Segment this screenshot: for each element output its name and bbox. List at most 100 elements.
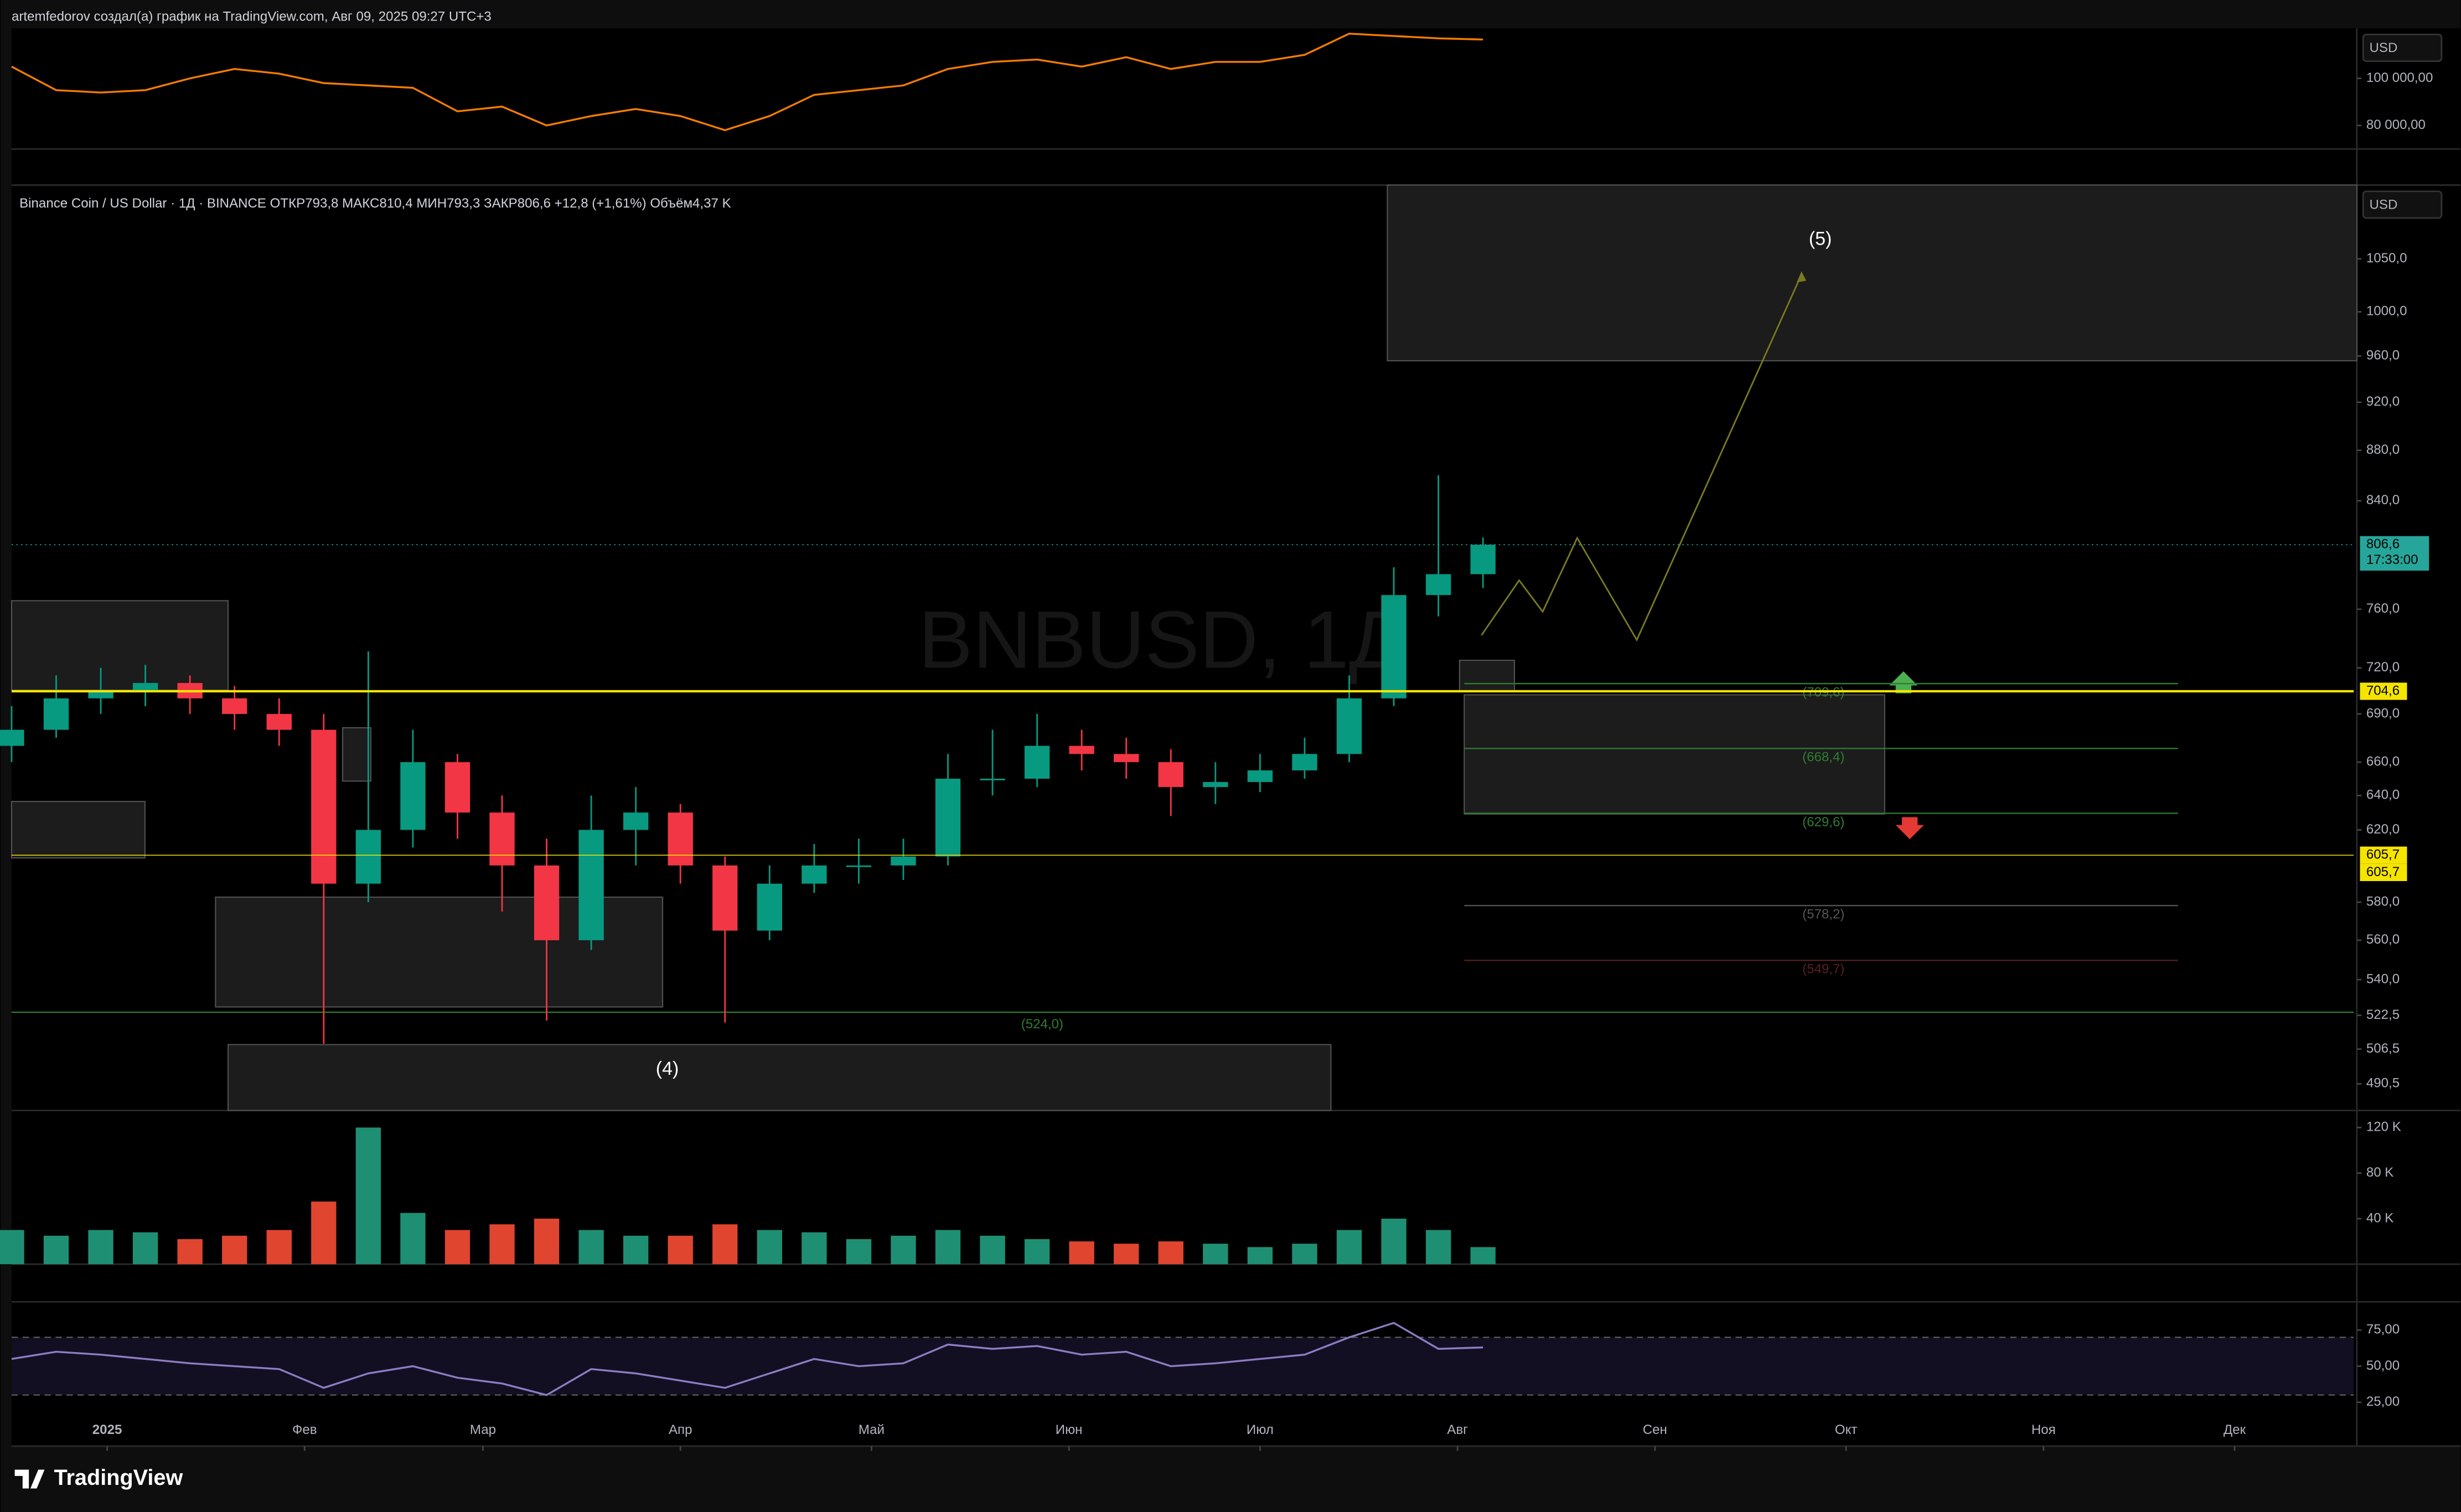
y-tick-label: 506,5 xyxy=(2366,1041,2400,1056)
pane: 40 K 80 K 120 K xyxy=(2356,1120,2401,1225)
y-tick-label: 1000,0 xyxy=(2366,304,2407,319)
x-tick-label: Ноя xyxy=(2031,1422,2056,1437)
candle-body xyxy=(1247,770,1273,783)
volume-bar xyxy=(311,1202,337,1265)
watermark: BNBUSD, 1Д xyxy=(918,595,1404,686)
y-tick-label: 960,0 xyxy=(2366,348,2400,363)
x-tick-label: Мар xyxy=(470,1422,496,1437)
volume-bar xyxy=(712,1224,738,1265)
x-tick-label: Май xyxy=(859,1422,885,1437)
level-label: (524,0) xyxy=(1021,1017,1063,1032)
level-label: (549,7) xyxy=(1802,962,1844,977)
x-tick-label: Авг xyxy=(1447,1422,1468,1437)
x-tick-label: Апр xyxy=(669,1422,692,1437)
candle-body xyxy=(355,830,381,884)
candle-body xyxy=(311,729,337,884)
y-tick-label: 760,0 xyxy=(2366,601,2400,616)
y-tick-label: 660,0 xyxy=(2366,754,2400,769)
y-tick-label: 490,5 xyxy=(2366,1076,2400,1091)
volume-bar xyxy=(1114,1244,1139,1265)
x-tick-label: Июн xyxy=(1056,1422,1083,1437)
zone-box xyxy=(228,1044,1332,1111)
volume-bar xyxy=(802,1232,827,1265)
volume-bar xyxy=(578,1230,604,1265)
up-arrow-icon xyxy=(1889,671,1918,693)
candle-body xyxy=(935,779,961,857)
logo-icon xyxy=(14,1469,45,1489)
level-label: (629,6) xyxy=(1802,815,1844,830)
volume-bar xyxy=(534,1218,560,1265)
y-tick-label: 580,0 xyxy=(2366,894,2400,909)
price-tag-label: 605,7 xyxy=(2366,847,2400,862)
zone-box xyxy=(11,600,229,691)
y-tick-label: 840,0 xyxy=(2366,493,2400,508)
zone-box xyxy=(1459,660,1515,692)
pane: 25,00 50,00 75,00 2025 Фев Мар Апр Май Июн Июл Авг… xyxy=(92,1322,2400,1451)
wave-label: (4) xyxy=(656,1058,679,1079)
x-tick-label: 2025 xyxy=(92,1422,122,1437)
y-tick-label: 25,00 xyxy=(2366,1394,2400,1409)
candle-body xyxy=(1069,745,1094,754)
volume-bar xyxy=(444,1230,471,1265)
candle-body xyxy=(1114,754,1139,763)
y-tick-label: 880,0 xyxy=(2366,442,2400,457)
pane: USD 80 000,00 100 000,00 xyxy=(2356,33,2443,132)
drawings xyxy=(11,184,2357,1111)
legend-title: Binance Coin / US Dollar · 1Д · BINANCE … xyxy=(19,196,731,211)
volume-bar xyxy=(1203,1244,1228,1265)
currency-box xyxy=(2362,190,2443,219)
y-tick-label: 920,0 xyxy=(2366,394,2400,409)
y-tick-label: 75,00 xyxy=(2366,1322,2400,1337)
y-tick-label: 540,0 xyxy=(2366,971,2400,986)
x-tick-label: Окт xyxy=(1835,1422,1858,1437)
volume-bar xyxy=(891,1235,916,1265)
currency-box xyxy=(2362,33,2443,62)
x-tick-label: Сен xyxy=(1643,1422,1667,1437)
candle-body xyxy=(757,883,782,931)
y-tick-label: 40 K xyxy=(2366,1210,2394,1225)
volume-bar xyxy=(177,1239,203,1265)
price-tag xyxy=(2360,682,2407,700)
line-series xyxy=(11,1322,1483,1396)
level-label: (578,2) xyxy=(1802,907,1844,922)
zone-box xyxy=(11,801,146,859)
y-tick-label: 80 K xyxy=(2366,1165,2394,1180)
footer: TradingView xyxy=(14,1466,183,1490)
candle-body xyxy=(1381,595,1407,698)
volume-bar xyxy=(1425,1230,1451,1265)
volume-bar xyxy=(355,1127,381,1265)
candle-body xyxy=(88,690,113,698)
target-box xyxy=(1387,184,2357,361)
candle-body xyxy=(1336,698,1362,754)
y-tick-label: 720,0 xyxy=(2366,660,2400,675)
volume-bar xyxy=(0,1230,24,1265)
volume-bar xyxy=(400,1213,426,1265)
candle-body xyxy=(1292,754,1317,770)
projection-path xyxy=(1481,274,1802,642)
y-tick-label: 620,0 xyxy=(2366,822,2400,837)
candle-body xyxy=(623,812,649,830)
currency-label: USD xyxy=(2370,198,2398,213)
candle-body xyxy=(891,856,916,866)
level-label: (668,4) xyxy=(1802,750,1844,765)
volume-bar xyxy=(668,1235,693,1265)
candle-body xyxy=(802,865,827,884)
volume-bar xyxy=(266,1230,292,1265)
y-tick-label: 100 000,00 xyxy=(2366,70,2433,85)
price-tag-label: 605,7 xyxy=(2366,864,2400,879)
volume-bar xyxy=(1247,1247,1273,1265)
candle-body xyxy=(1024,745,1050,779)
volume-bar xyxy=(935,1230,961,1265)
candle-body xyxy=(578,830,604,940)
candle-body xyxy=(1470,545,1496,574)
price-tag-label: 806,6 xyxy=(2366,537,2400,552)
candle-body xyxy=(266,714,292,730)
candle-body xyxy=(0,729,24,746)
y-tick-label: 522,5 xyxy=(2366,1007,2400,1022)
volume-bar xyxy=(489,1224,515,1265)
volume-bar xyxy=(1470,1247,1496,1265)
candle-body xyxy=(1158,762,1183,788)
x-tick-label: Фев xyxy=(292,1422,317,1437)
